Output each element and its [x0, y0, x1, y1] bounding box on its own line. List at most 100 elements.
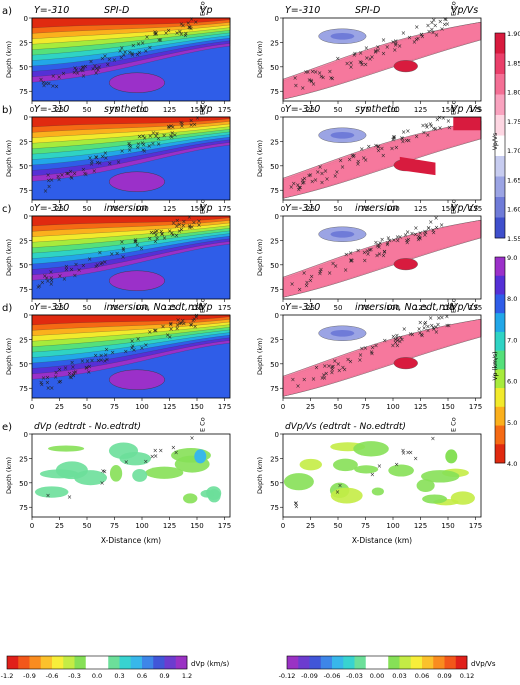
y-tick-label: 25 [270, 237, 279, 245]
event-marker: × [405, 128, 410, 135]
event-marker: × [376, 144, 381, 151]
event-marker: × [50, 83, 55, 90]
event-marker: × [445, 323, 450, 330]
event-marker: × [363, 157, 368, 164]
panel-frame [282, 116, 482, 201]
station-marker-label: E Co [450, 417, 458, 432]
event-marker: × [294, 500, 299, 507]
event-marker: × [305, 69, 310, 76]
event-marker: × [420, 332, 425, 339]
event-marker: × [103, 53, 108, 60]
y-tick-label: 25 [19, 237, 28, 245]
x-tick-label: 175 [469, 403, 482, 411]
x-tick-label: 100 [135, 522, 148, 530]
x-tick-label: 150 [190, 106, 203, 114]
colorbar-tick-label: 0.0 [92, 672, 102, 680]
x-tick-label: 75 [110, 304, 119, 312]
event-marker: × [180, 317, 185, 324]
station-marker-label: E Co [199, 298, 207, 313]
event-marker: × [189, 16, 194, 23]
event-marker: × [93, 353, 98, 360]
event-marker: × [377, 251, 382, 258]
x-tick-label: 0 [30, 304, 34, 312]
event-marker: × [360, 61, 365, 68]
event-marker: × [81, 166, 86, 173]
event-marker: × [46, 385, 51, 392]
station-marker-label: E Co [450, 1, 458, 16]
colorbar-swatch [495, 53, 505, 75]
event-marker: × [153, 229, 158, 236]
colorbar-tick-label: 4.0 [507, 460, 517, 468]
event-marker: × [68, 169, 73, 176]
event-marker: × [140, 140, 145, 147]
event-marker: × [355, 161, 360, 168]
event-marker: × [398, 334, 403, 341]
event-marker: × [36, 284, 41, 291]
event-marker: × [171, 445, 176, 452]
event-marker: × [160, 231, 165, 238]
event-marker: × [180, 22, 185, 29]
event-marker: × [152, 327, 157, 334]
event-marker: × [169, 230, 174, 237]
colorbar-frame [6, 655, 188, 670]
event-marker: × [393, 337, 398, 344]
event-marker: × [179, 123, 184, 130]
event-marker: × [434, 329, 439, 336]
vpvs-panel: ××××××××××××××××××××××××××××××××××××××××… [256, 199, 482, 312]
event-marker: × [165, 332, 170, 339]
colorbar-frame [494, 32, 506, 239]
event-marker: × [358, 50, 363, 57]
colorbar-swatch [354, 656, 367, 669]
event-marker: × [148, 133, 153, 140]
event-marker: × [336, 361, 341, 368]
event-marker: × [431, 125, 436, 132]
y-axis-label: Depth (km) [256, 457, 264, 494]
x-tick-label: 100 [386, 205, 399, 213]
station-marker-label: E Co [450, 298, 458, 313]
colorbar-tick-label: -0.03 [346, 672, 363, 680]
x-tick-label: 150 [441, 106, 454, 114]
event-marker: × [393, 340, 398, 347]
event-marker: × [351, 154, 356, 161]
event-marker: × [81, 73, 86, 80]
y-tick-label: 0 [275, 114, 279, 122]
event-marker: × [62, 276, 67, 283]
parameter-label: Vp [200, 5, 213, 16]
event-marker: × [59, 172, 64, 179]
event-marker: × [107, 160, 112, 167]
station-marker-label: E Co [199, 1, 207, 16]
colorbar-tick-label: 1.80 [507, 89, 520, 97]
event-marker: × [152, 31, 157, 38]
x-tick-label: 150 [190, 522, 203, 530]
event-marker: × [67, 494, 72, 501]
event-marker: × [119, 45, 124, 52]
event-marker: × [158, 37, 163, 44]
event-marker: × [56, 174, 61, 181]
row-5: e)××××××××××××××dVp (edtrdt - No.edtrdt)… [2, 417, 482, 545]
event-marker: × [320, 171, 325, 178]
y-tick-label: 0 [24, 431, 28, 439]
event-marker: × [49, 281, 54, 288]
event-marker: × [102, 259, 107, 266]
event-marker: × [139, 246, 144, 253]
event-marker: × [51, 73, 56, 80]
event-marker: × [405, 449, 410, 456]
event-marker: × [71, 372, 76, 379]
section-label: Y=-310 [285, 5, 320, 16]
parameter-label: Vp [200, 203, 213, 214]
colorbar-frame [494, 256, 506, 464]
x-tick-label: 75 [361, 205, 370, 213]
event-marker: × [142, 148, 147, 155]
event-marker: × [423, 319, 428, 326]
model-label: SPI-D [355, 5, 380, 16]
x-tick-label: 150 [190, 205, 203, 213]
event-marker: × [440, 26, 445, 33]
event-marker: × [88, 155, 93, 162]
event-marker: × [135, 242, 140, 249]
x-tick-label: 100 [386, 106, 399, 114]
event-marker: × [435, 116, 440, 123]
diff-peak [194, 449, 207, 464]
x-tick-label: 0 [281, 106, 285, 114]
x-tick-label: 175 [469, 205, 482, 213]
colorbar-swatch [495, 135, 505, 157]
